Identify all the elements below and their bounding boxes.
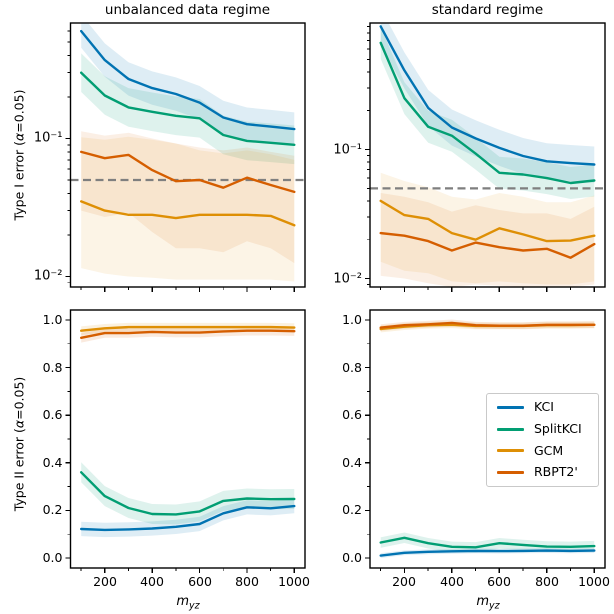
x-label-sub: yz [489, 600, 500, 612]
subplot-title-right: standard regime [431, 2, 544, 18]
band-GCM [380, 172, 595, 285]
x-label-var: m [476, 594, 490, 609]
y-tick-label: 0.6 [42, 406, 63, 422]
alpha-symbol: α [11, 132, 27, 141]
x-tick-label: 400 [440, 574, 464, 589]
series-line-KCI [379, 549, 596, 557]
series-line-GCM [79, 325, 296, 332]
y-tick-label: 1.0 [42, 311, 63, 327]
x-tick-label: 1000 [578, 574, 610, 589]
x-tick-label: 400 [140, 574, 164, 589]
band-SplitKCI [81, 53, 295, 165]
band-KCI [380, 23, 595, 183]
series-line-SplitKCI [79, 471, 296, 516]
series-line-RBPT2' [379, 321, 596, 329]
subplot-bottom-right [365, 309, 606, 573]
legend-item-gcm: GCM [497, 442, 588, 458]
y-tick-label: 10⁻¹ [33, 130, 63, 146]
axis-ticks [365, 25, 595, 292]
y-tick-label: 0.0 [42, 549, 63, 565]
series-line-KCI [379, 25, 596, 166]
y-axis-label-type1: Type I error (α=0.05) [12, 90, 27, 221]
legend-item-rbpt2: RBPT2' [497, 466, 588, 479]
series-line-RBPT2' [79, 150, 296, 194]
y-tick-label: 10⁻² [333, 271, 362, 287]
series-line-SplitKCI [379, 536, 596, 549]
x-tick-label: 800 [535, 574, 559, 589]
y-label-text: Type I error ( [11, 140, 27, 221]
series-line-SplitKCI [379, 41, 596, 185]
legend: KCI SplitKCI GCM RBPT2' [486, 393, 599, 487]
x-label-sub: yz [189, 600, 200, 612]
subplot-top-left [65, 22, 306, 292]
y-tick-label: 0.2 [42, 501, 63, 517]
y-tick-label: 1.0 [342, 311, 362, 327]
y-label-text: Type II error ( [11, 428, 27, 512]
y-tick-label: 0.4 [342, 454, 362, 470]
x-axis-label-left: myz [176, 594, 199, 612]
series-line-GCM [379, 199, 596, 243]
gcm-line-swatch [497, 449, 524, 453]
legend-item-splitkci: SplitKCI [497, 420, 588, 436]
x-tick-label: 200 [93, 574, 117, 589]
x-label-var: m [176, 594, 190, 609]
legend-label: SplitKCI [534, 420, 582, 436]
y-tick-label: 10⁻¹ [333, 142, 362, 158]
axes-spines [69, 22, 306, 288]
y-tick-label: 0.8 [42, 359, 63, 375]
x-tick-label: 600 [188, 574, 212, 589]
legend-label: GCM [534, 442, 564, 458]
y-tick-label: 10⁻² [33, 268, 63, 284]
subplot-title-left: unbalanced data regime [104, 2, 271, 18]
legend-label: RBPT2' [534, 464, 578, 480]
band-SplitKCI [380, 26, 595, 200]
legend-item-kci: KCI [497, 399, 588, 414]
rbpt2-line-swatch [497, 471, 524, 475]
band-GCM [81, 136, 295, 282]
alpha-symbol: α [11, 419, 27, 429]
series-line-KCI [79, 504, 296, 532]
band-SplitKCI [81, 462, 295, 525]
axis-ticks [65, 319, 295, 573]
y-tick-label: 0.4 [42, 454, 63, 470]
series-line-RBPT2' [379, 231, 596, 259]
y-axis-label-type2: Type II error (α=0.05) [12, 377, 27, 512]
series-line-GCM [79, 200, 296, 227]
band-RBPT2' [81, 131, 295, 264]
x-tick-label: 200 [392, 574, 416, 589]
y-label-text: =0.05) [11, 376, 27, 420]
axis-ticks [365, 319, 595, 573]
subplot-bottom-left [65, 309, 306, 573]
y-tick-label: 0.8 [342, 359, 362, 375]
x-tick-label: 600 [487, 574, 511, 589]
x-axis-label-right: myz [476, 594, 499, 612]
y-tick-label: 0.0 [342, 549, 362, 565]
y-tick-label: 0.2 [342, 501, 362, 517]
x-tick-label: 800 [235, 574, 259, 589]
series-line-KCI [79, 29, 296, 131]
subplot-top-right [365, 22, 606, 292]
x-tick-label: 1000 [278, 574, 310, 589]
band-SplitKCI [380, 532, 595, 553]
splitkci-line-swatch [497, 427, 524, 431]
series-line-RBPT2' [79, 329, 296, 339]
band-KCI [81, 23, 295, 146]
series-line-SplitKCI [79, 71, 296, 147]
legend-label: KCI [534, 399, 554, 414]
y-label-text: =0.05) [11, 89, 27, 133]
band-RBPT2' [380, 193, 595, 287]
kci-line-swatch [497, 405, 524, 409]
y-tick-label: 0.6 [342, 406, 362, 422]
axis-ticks [65, 30, 295, 292]
